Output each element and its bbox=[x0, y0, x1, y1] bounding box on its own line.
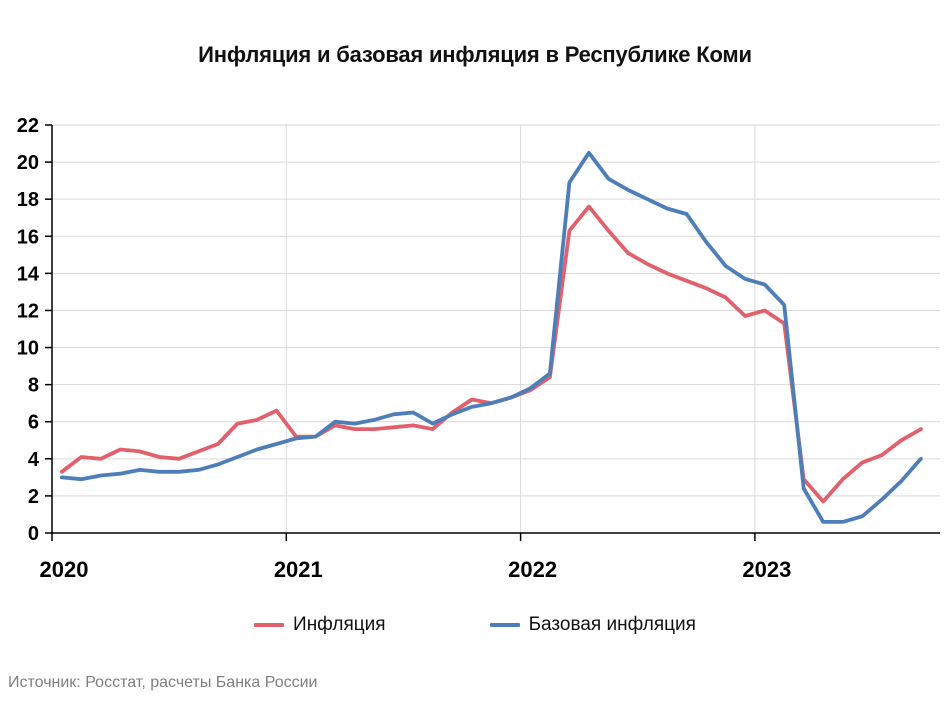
y-tick-label: 12 bbox=[17, 300, 39, 322]
x-tick-label: 2021 bbox=[274, 557, 323, 582]
legend-item-inflation: Инфляция bbox=[254, 614, 386, 636]
chart-legend: Инфляция Базовая инфляция bbox=[0, 614, 950, 636]
legend-item-core-inflation: Базовая инфляция bbox=[489, 614, 696, 636]
y-tick-label: 2 bbox=[28, 486, 39, 508]
y-tick-label: 20 bbox=[17, 152, 39, 174]
y-tick-label: 4 bbox=[28, 449, 40, 471]
legend-line-core-inflation-icon bbox=[489, 623, 520, 627]
y-tick-label: 22 bbox=[17, 115, 39, 137]
y-tick-label: 8 bbox=[28, 375, 39, 397]
y-tick-label: 6 bbox=[28, 412, 39, 434]
y-tick-label: 18 bbox=[17, 189, 39, 211]
y-tick-label: 14 bbox=[17, 263, 40, 285]
legend-label-core-inflation: Базовая инфляция bbox=[528, 614, 696, 635]
y-tick-label: 0 bbox=[28, 523, 39, 545]
x-tick-label: 2023 bbox=[742, 557, 791, 582]
x-tick-label: 2022 bbox=[508, 557, 557, 582]
legend-label-inflation: Инфляция bbox=[293, 614, 386, 635]
chart-title: Инфляция и базовая инфляция в Республике… bbox=[198, 42, 752, 67]
series-line-core-inflation bbox=[59, 150, 923, 524]
legend-line-inflation-icon bbox=[254, 623, 285, 627]
y-tick-label: 16 bbox=[17, 226, 39, 248]
source-note: Источник: Росстат, расчеты Банка России bbox=[8, 674, 318, 691]
y-tick-label: 10 bbox=[17, 338, 39, 360]
x-tick-label: 2020 bbox=[40, 557, 89, 582]
series-line-inflation bbox=[59, 204, 923, 504]
